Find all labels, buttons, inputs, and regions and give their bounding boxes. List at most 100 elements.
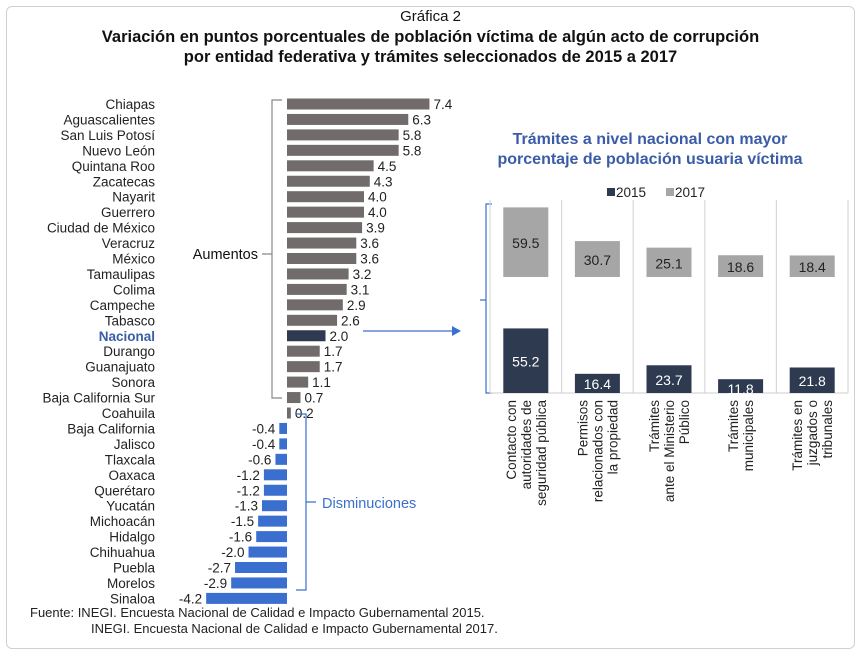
category-label: San Luis Potosí (60, 128, 155, 143)
value-label: -0.6 (248, 452, 271, 467)
bar-Veracruz (287, 237, 357, 249)
value-label-2017: 18.6 (727, 259, 754, 275)
value-label: -1.2 (237, 468, 260, 483)
legend-label-2017: 2017 (675, 185, 705, 200)
value-label: -0.4 (252, 437, 276, 452)
category-label: Yucatán (106, 499, 155, 514)
bar-2017-0 (503, 207, 549, 277)
category-label: Quintana Roo (72, 159, 155, 174)
value-label: 1.1 (312, 375, 331, 390)
category-label: Veracruz (102, 236, 156, 251)
bar-Guerrero (287, 206, 364, 218)
category-label: ante el Ministerio (662, 400, 677, 502)
value-label: -2.9 (204, 576, 227, 591)
right-brace (480, 203, 492, 394)
value-label-2017: 18.4 (799, 259, 826, 275)
category-label: Trámites (647, 400, 662, 452)
bar-San Luis Potosí (287, 129, 399, 141)
bar-Colima (287, 283, 347, 295)
value-label-2015: 16.4 (584, 376, 611, 392)
bar-2015-2 (646, 365, 692, 393)
value-label-2015: 11.8 (727, 381, 753, 397)
bar-Sonora (287, 376, 309, 388)
category-label: Tamaulipas (87, 267, 156, 282)
category-label: Nayarit (112, 190, 155, 205)
value-label: -1.6 (229, 530, 252, 545)
category-label: Trámites (726, 400, 741, 452)
bar-2017-3 (718, 255, 764, 277)
bar-Morelos (231, 577, 287, 589)
value-label: 3.1 (351, 282, 370, 297)
right-chart-title: Trámites a nivel nacional con mayor porc… (497, 131, 803, 168)
category-label: Hidalgo (109, 530, 155, 545)
value-label-2015: 21.8 (799, 373, 826, 389)
bar-Nacional (287, 330, 326, 342)
bar-Chiapas (287, 98, 430, 110)
bar-Coahuila (287, 407, 291, 419)
category-label: Michoacán (90, 514, 155, 529)
value-label: 3.9 (366, 221, 385, 236)
bar-2015-4 (789, 367, 835, 393)
source-line-2: INEGI. Encuesta Nacional de Calidad e Im… (91, 621, 498, 636)
chart-frame (6, 6, 855, 649)
value-label: -1.5 (231, 514, 254, 529)
value-label: 1.7 (324, 344, 343, 359)
bar-Quintana Roo (287, 160, 374, 172)
value-label-2015: 55.2 (512, 354, 539, 370)
category-label: Tlaxcala (105, 452, 156, 467)
category-label: Trámites en (790, 400, 805, 471)
category-label: Ciudad de México (47, 221, 155, 236)
category-label: Nacional (99, 329, 155, 344)
chart-title-line1: Variación en puntos porcentuales de pobl… (101, 28, 760, 46)
category-label: Chiapas (105, 97, 155, 112)
bar-Hidalgo (256, 531, 287, 543)
chart-title-line2: por entidad federativa y trámites selecc… (183, 48, 678, 66)
category-label: Puebla (113, 561, 156, 576)
bar-Aguascalientes (287, 113, 409, 125)
value-label: -1.2 (237, 483, 260, 498)
category-label: municipales (741, 400, 756, 472)
bar-Jalisco (279, 438, 287, 450)
category-label: Guerrero (101, 205, 155, 220)
value-label: 6.3 (412, 112, 431, 127)
category-label: Querétaro (94, 483, 155, 498)
bar-2015-1 (574, 373, 620, 393)
bar-Guanajuato (287, 361, 320, 373)
bar-Tlaxcala (275, 453, 287, 465)
category-label: Baja California (67, 421, 155, 436)
arrow-head-icon (452, 326, 461, 336)
category-label: Chihuahua (90, 545, 156, 560)
bar-Michoacán (258, 515, 287, 527)
value-label: -2.0 (221, 545, 244, 560)
value-label: 5.8 (403, 143, 422, 158)
legend-swatch-2015 (607, 188, 615, 196)
category-label: Morelos (107, 576, 155, 591)
category-label: México (112, 252, 155, 267)
category-label: autoridades de (519, 400, 534, 489)
value-label: 3.2 (353, 267, 372, 282)
category-label: Aguascalientes (63, 112, 155, 127)
bar-2017-4 (789, 255, 835, 277)
increase-annotation: Aumentos (193, 247, 258, 263)
value-label: -0.4 (252, 421, 276, 436)
increase-brace (262, 99, 282, 399)
category-label: Contacto con (504, 400, 519, 480)
category-label: Nuevo León (82, 143, 155, 158)
value-label: -4.2 (179, 591, 202, 606)
bar-Tamaulipas (287, 268, 349, 280)
category-label: la propiedad (605, 400, 620, 474)
category-label: seguridad pública (534, 400, 549, 506)
bar-2017-2 (646, 247, 692, 277)
value-label: 1.7 (324, 360, 343, 375)
decrease-annotation: Disminuciones (322, 496, 416, 512)
bar-2015-3 (718, 379, 764, 393)
value-label: 7.4 (433, 97, 452, 112)
bar-Querétaro (263, 484, 287, 496)
category-label: Sonora (111, 375, 155, 390)
category-label: Coahuila (102, 406, 156, 421)
value-label: -2.7 (208, 561, 231, 576)
value-label: 5.8 (403, 128, 422, 143)
bar-2017-1 (574, 241, 620, 277)
